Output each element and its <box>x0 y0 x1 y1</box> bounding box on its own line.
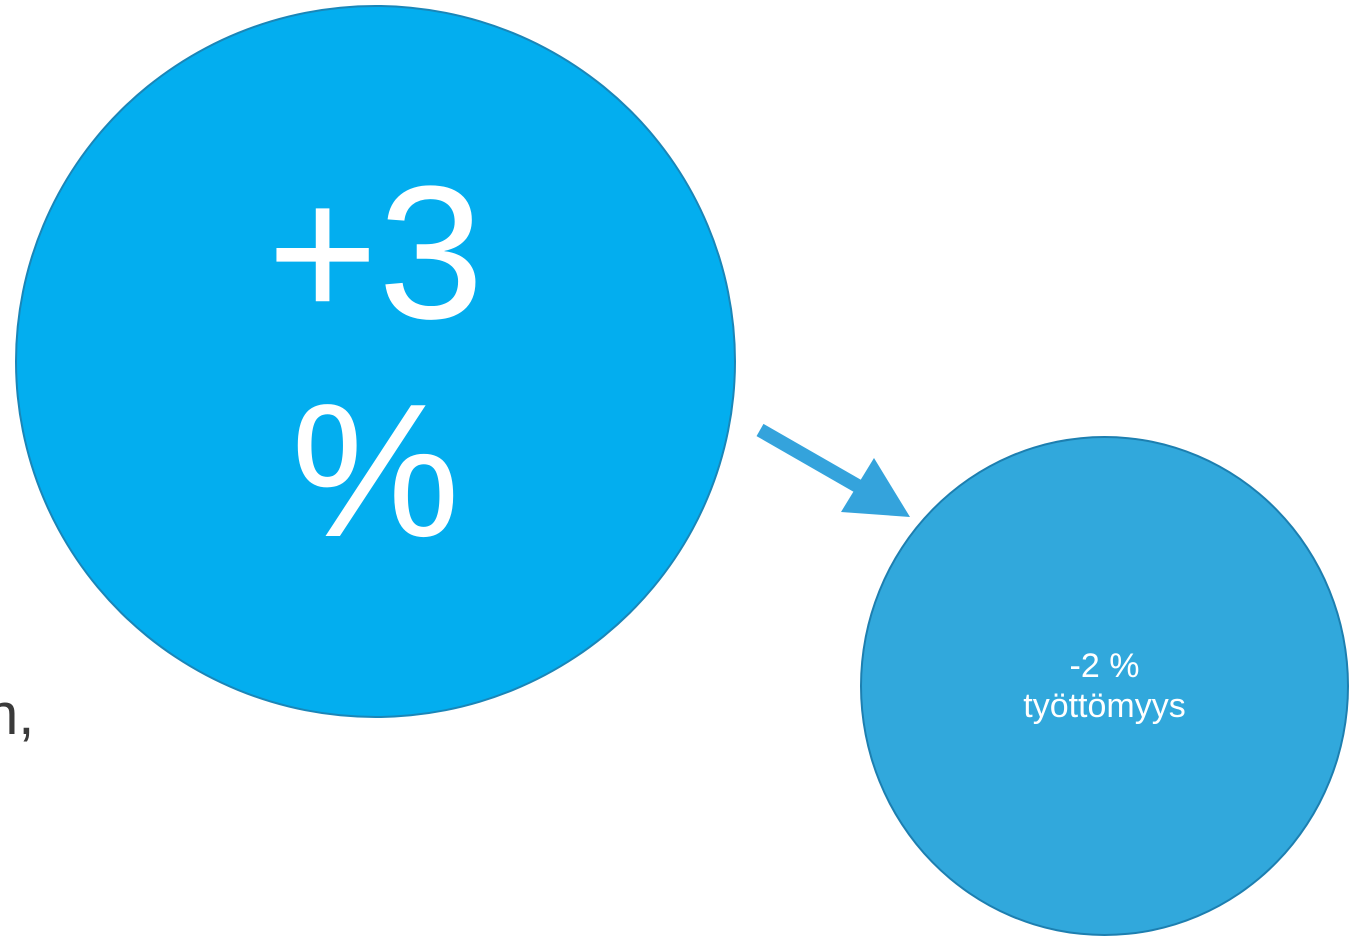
growth-circle: +3 % <box>15 5 736 718</box>
arrow-shaft <box>756 423 886 507</box>
growth-percent-text: % <box>291 364 460 577</box>
growth-value-text: +3 <box>267 146 484 359</box>
partial-side-text: n, <box>0 682 35 747</box>
unemployment-label-text: työttömyys <box>1023 687 1186 725</box>
arrow-head <box>841 458 910 517</box>
unemployment-circle: -2 % työttömyys <box>860 436 1349 936</box>
unemployment-value-text: -2 % <box>1069 647 1140 685</box>
